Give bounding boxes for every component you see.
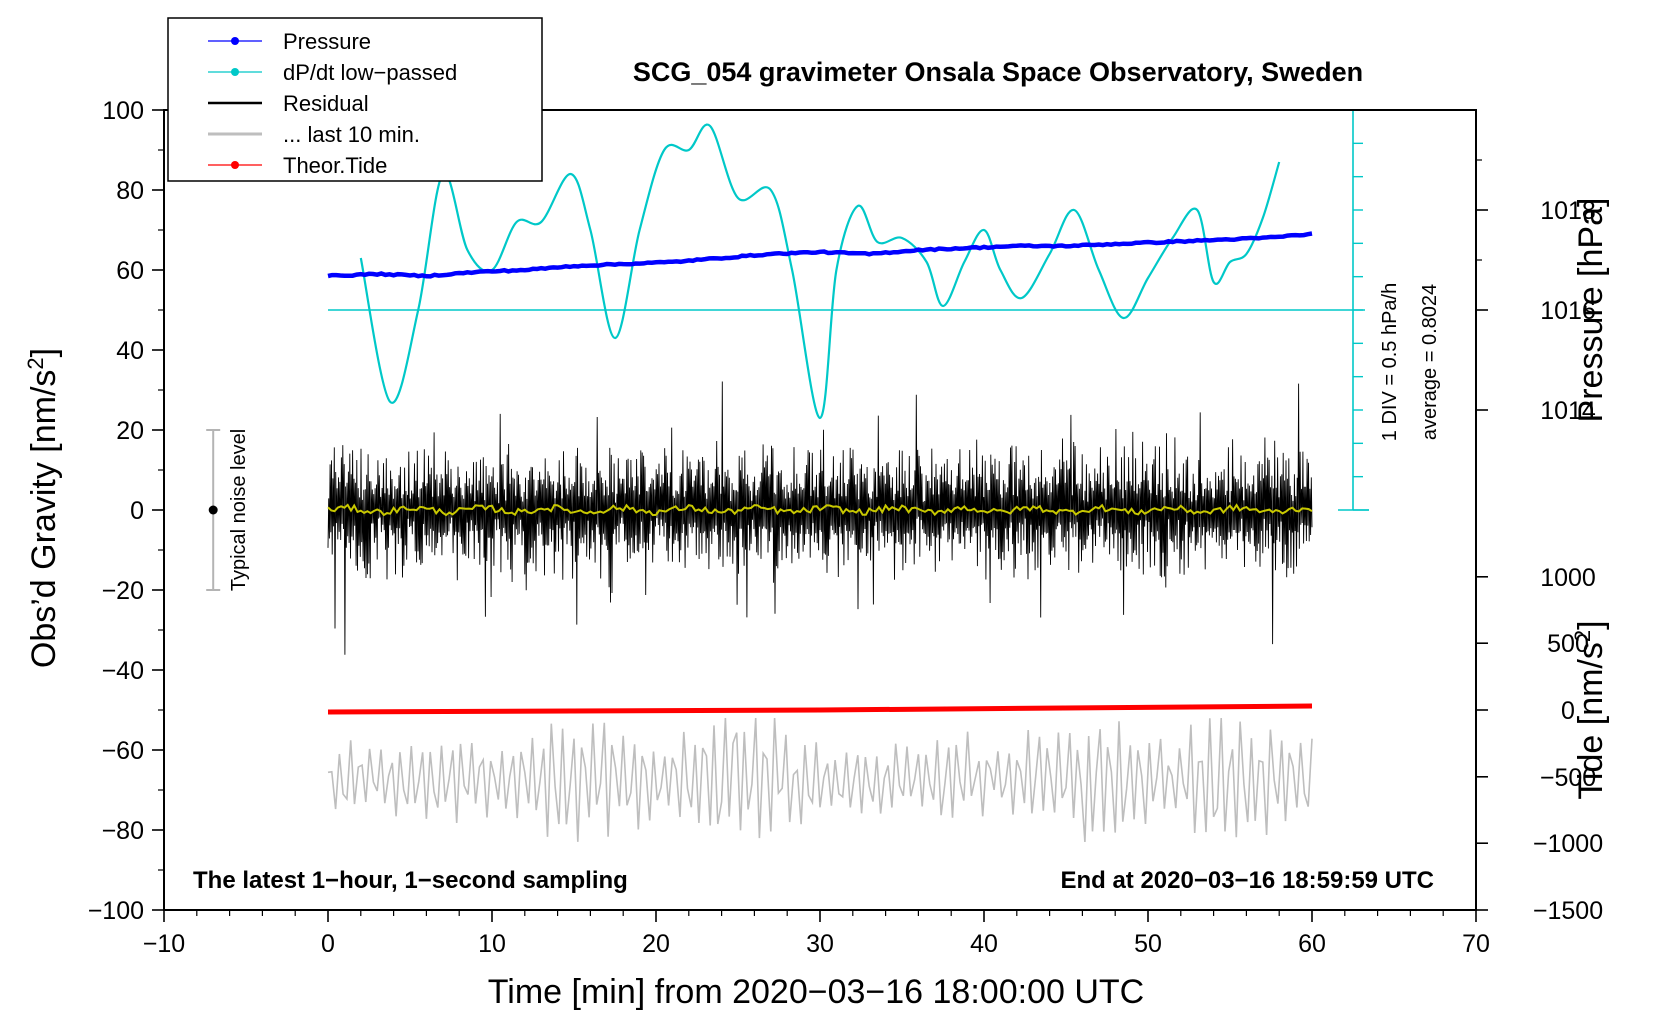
- x-axis-title: Time [min] from 2020−03−16 18:00:00 UTC: [488, 973, 1144, 1011]
- legend-label: dP/dt low−passed: [283, 60, 457, 85]
- tide-tick-label: 500: [1547, 630, 1589, 658]
- y-tick-label: 80: [116, 177, 144, 205]
- y-tick-label: 40: [116, 337, 144, 365]
- noise-bar-label: Typical noise level: [228, 429, 250, 591]
- tide-tick-label: 1000: [1540, 564, 1596, 592]
- legend-marker: [231, 161, 239, 169]
- x-tick-label: 40: [970, 930, 998, 958]
- legend-label: Residual: [283, 91, 369, 116]
- y-tick-label: −20: [102, 577, 144, 605]
- x-tick-label: 50: [1134, 930, 1162, 958]
- legend-marker: [231, 68, 239, 76]
- x-tick-label: 70: [1462, 930, 1490, 958]
- dpdt-line: [359, 123, 1281, 420]
- legend: Pressure dP/dt low−passed Residual ... last…: [167, 17, 543, 182]
- y-tick-label: 20: [116, 417, 144, 445]
- tide-tick-label: 0: [1561, 697, 1575, 725]
- y-axis-title-left: Obs’d Gravity [nm/s2]: [23, 348, 63, 668]
- legend-label: Pressure: [283, 29, 371, 54]
- x-tick-label: 20: [642, 930, 670, 958]
- x-tick-label: 10: [478, 930, 506, 958]
- dpdt-average-label: average = 0.8024: [1419, 284, 1441, 440]
- dpdt-scale-label: 1 DIV = 0.5 hPa/h: [1379, 283, 1401, 441]
- y-tick-label: −60: [102, 737, 144, 765]
- x-tick-label: 0: [321, 930, 335, 958]
- y-tick-label: −100: [88, 897, 144, 925]
- last-10-min-line: [327, 717, 1313, 843]
- theor-tide-series: [327, 703, 1313, 715]
- annotation-sampling: The latest 1−hour, 1−second sampling: [193, 867, 628, 894]
- noise-level-bar: Typical noise level: [206, 429, 250, 591]
- residual-series: [327, 381, 1313, 655]
- residual-line: [327, 381, 1313, 655]
- annotation-end-time: End at 2020−03−16 18:59:59 UTC: [1060, 867, 1434, 894]
- y-tick-label: 100: [102, 97, 144, 125]
- legend-label: Theor.Tide: [283, 153, 387, 178]
- y-tick-label: 60: [116, 257, 144, 285]
- legend-marker: [231, 37, 239, 45]
- residual-smoothed-series: [327, 503, 1313, 517]
- tide-tick-label: −1500: [1533, 897, 1603, 925]
- y-tick-label: −80: [102, 817, 144, 845]
- x-tick-label: 60: [1298, 930, 1326, 958]
- pressure-series: [327, 231, 1313, 279]
- dpdt-scale-bar: 1 DIV = 0.5 hPa/h average = 0.8024: [328, 109, 1441, 511]
- x-tick-label: −10: [143, 930, 185, 958]
- last-10-min-series: [327, 717, 1313, 843]
- noise-bar-center: [208, 505, 218, 515]
- residual-smoothed-line: [327, 503, 1313, 517]
- dpdt-series: [359, 123, 1281, 420]
- y-axis-title-pressure: Pressure [hPa]: [1572, 198, 1610, 423]
- legend-label: ... last 10 min.: [283, 122, 420, 147]
- pressure-tick-label: 1014: [1540, 397, 1596, 425]
- theor-tide-line: [327, 703, 1313, 715]
- axis-ticks: −10 0 10 20 30 40 50 60 70100806040200−20−40−60−…: [88, 97, 1603, 958]
- y-tick-label: −40: [102, 657, 144, 685]
- pressure-line: [327, 231, 1313, 279]
- y-tick-label: 0: [130, 497, 144, 525]
- chart-title: SCG_054 gravimeter Onsala Space Observat…: [633, 57, 1363, 87]
- y-axis-title-tide: Tide [nm/s2]: [1570, 620, 1610, 799]
- pressure-tick-label: 1018: [1540, 197, 1596, 225]
- tide-tick-label: −500: [1540, 764, 1596, 792]
- pressure-tick-label: 1016: [1540, 297, 1596, 325]
- legend-box: [167, 17, 543, 182]
- x-tick-label: 30: [806, 930, 834, 958]
- tide-tick-label: −1000: [1533, 830, 1603, 858]
